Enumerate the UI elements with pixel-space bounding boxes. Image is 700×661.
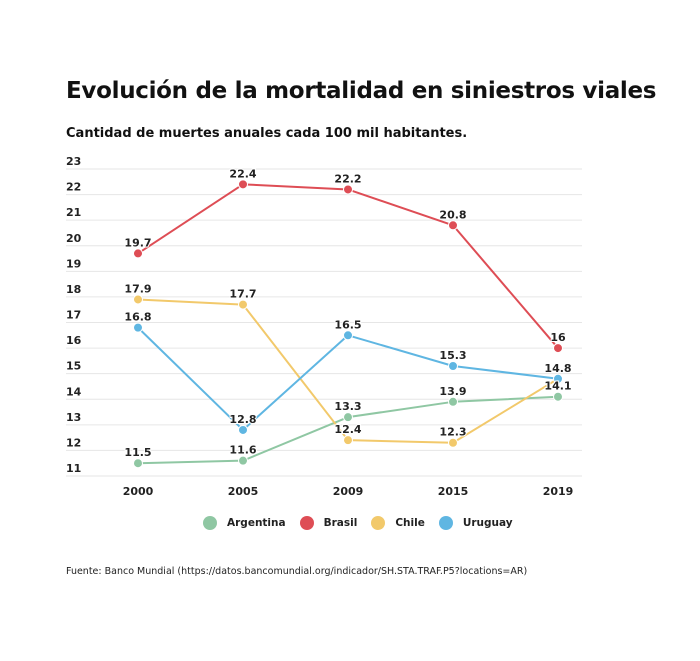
data-label-brasil-2005: 22.4 bbox=[229, 167, 256, 180]
point-chile-2009[interactable] bbox=[343, 435, 353, 446]
x-tick-2009: 2009 bbox=[333, 485, 364, 498]
point-argentina-2009[interactable] bbox=[343, 412, 353, 423]
point-chile-2015[interactable] bbox=[448, 437, 458, 448]
legend-item-chile[interactable]: Chile bbox=[371, 516, 425, 530]
x-tick-2000: 2000 bbox=[123, 485, 154, 498]
data-label-chile-2015: 12.3 bbox=[439, 426, 466, 439]
y-tick-19: 19 bbox=[66, 257, 81, 270]
source-note: Fuente: Banco Mundial (https://datos.ban… bbox=[66, 566, 528, 577]
legend-label-argentina: Argentina bbox=[227, 517, 286, 529]
y-tick-17: 17 bbox=[66, 309, 81, 322]
legend-label-brasil: Brasil bbox=[323, 517, 358, 529]
x-tick-2005: 2005 bbox=[228, 485, 259, 498]
data-label-brasil-2019: 16 bbox=[550, 331, 566, 344]
data-label-uruguay-2015: 15.3 bbox=[439, 349, 466, 362]
y-tick-13: 13 bbox=[66, 411, 81, 424]
series-argentina bbox=[133, 391, 563, 469]
point-argentina-2019[interactable] bbox=[553, 391, 563, 402]
point-uruguay-2009[interactable] bbox=[343, 330, 353, 341]
legend: Argentina Brasil Chile Uruguay bbox=[203, 516, 527, 530]
data-label-uruguay-2005: 12.8 bbox=[229, 413, 256, 426]
legend-swatch-uruguay bbox=[438, 516, 453, 530]
y-tick-11: 11 bbox=[66, 462, 81, 475]
y-tick-20: 20 bbox=[66, 232, 82, 245]
point-brasil-2019[interactable] bbox=[553, 343, 563, 354]
point-chile-2000[interactable] bbox=[133, 294, 143, 305]
y-tick-16: 16 bbox=[66, 334, 82, 347]
legend-item-argentina[interactable]: Argentina bbox=[203, 516, 286, 530]
y-tick-21: 21 bbox=[66, 206, 81, 219]
legend-swatch-chile bbox=[371, 516, 386, 530]
y-tick-12: 12 bbox=[66, 436, 81, 449]
point-brasil-2009[interactable] bbox=[343, 184, 353, 195]
point-uruguay-2005[interactable] bbox=[238, 424, 248, 435]
x-axis-ticks: 2000 2005 2009 2015 2019 bbox=[123, 485, 574, 498]
y-axis-ticks: 23 22 21 20 19 18 17 16 15 14 13 12 11 bbox=[66, 155, 82, 475]
point-chile-2005[interactable] bbox=[238, 299, 248, 310]
y-tick-18: 18 bbox=[66, 283, 81, 296]
legend-item-brasil[interactable]: Brasil bbox=[299, 516, 358, 530]
data-label-argentina-2009: 13.3 bbox=[334, 400, 361, 413]
data-label-brasil-2015: 20.8 bbox=[439, 208, 466, 221]
data-label-brasil-2009: 22.2 bbox=[334, 172, 361, 185]
y-tick-14: 14 bbox=[66, 385, 82, 398]
point-uruguay-2015[interactable] bbox=[448, 360, 458, 371]
data-label-argentina-2019: 14.1 bbox=[544, 380, 571, 393]
point-argentina-2000[interactable] bbox=[133, 458, 143, 469]
legend-item-uruguay[interactable]: Uruguay bbox=[438, 516, 513, 530]
point-uruguay-2000[interactable] bbox=[133, 322, 143, 333]
y-tick-15: 15 bbox=[66, 360, 81, 373]
data-label-chile-2005: 17.7 bbox=[229, 288, 256, 301]
data-label-argentina-2015: 13.9 bbox=[439, 385, 466, 398]
point-argentina-2015[interactable] bbox=[448, 396, 458, 407]
point-brasil-2015[interactable] bbox=[448, 220, 458, 231]
chart-subtitle: Cantidad de muertes anuales cada 100 mil… bbox=[66, 126, 468, 141]
data-label-chile-2009: 12.4 bbox=[334, 423, 361, 436]
legend-swatch-argentina bbox=[203, 516, 217, 530]
legend-label-chile: Chile bbox=[395, 517, 425, 529]
legend-label-uruguay: Uruguay bbox=[462, 517, 513, 529]
x-tick-2015: 2015 bbox=[438, 485, 469, 498]
series-group bbox=[133, 179, 563, 469]
x-tick-2019: 2019 bbox=[543, 485, 574, 498]
data-label-uruguay-2009: 16.5 bbox=[334, 318, 361, 331]
point-brasil-2005[interactable] bbox=[238, 179, 248, 190]
point-uruguay-2019[interactable] bbox=[553, 373, 563, 384]
data-label-argentina-2005: 11.6 bbox=[229, 444, 256, 457]
data-label-uruguay-2019: 14.8 bbox=[544, 362, 571, 375]
gridlines bbox=[66, 168, 582, 477]
point-brasil-2000[interactable] bbox=[133, 248, 143, 259]
series-brasil bbox=[133, 179, 563, 354]
chart-title: Evolución de la mortalidad en siniestros… bbox=[66, 78, 657, 104]
point-argentina-2005[interactable] bbox=[238, 455, 248, 466]
data-label-chile-2000: 17.9 bbox=[124, 282, 151, 295]
data-label-brasil-2000: 19.7 bbox=[124, 236, 151, 249]
data-labels: 11.5 11.6 13.3 13.9 14.1 19.7 22.4 22.2 20.8 16 17… bbox=[123, 166, 572, 460]
legend-swatch-brasil bbox=[299, 516, 314, 530]
series-uruguay bbox=[133, 322, 563, 435]
y-tick-23: 23 bbox=[66, 155, 81, 168]
data-label-uruguay-2000: 16.8 bbox=[124, 311, 151, 324]
data-label-argentina-2000: 11.5 bbox=[124, 446, 151, 459]
y-tick-22: 22 bbox=[66, 181, 81, 194]
